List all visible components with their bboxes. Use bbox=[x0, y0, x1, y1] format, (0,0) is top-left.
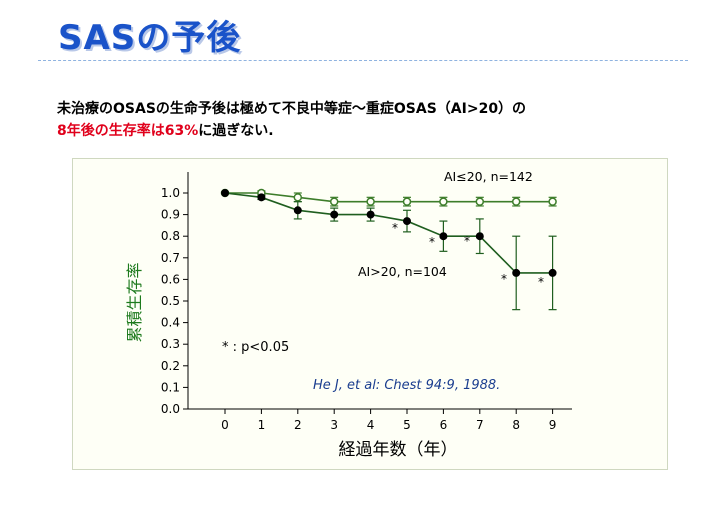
y-tick-label: 1.0 bbox=[161, 186, 180, 200]
y-tick-label: 0.9 bbox=[161, 208, 180, 222]
y-tick-label: 0.4 bbox=[161, 316, 180, 330]
x-tick-label: 9 bbox=[549, 418, 557, 432]
summary-highlight: 8年後の生存率は63% bbox=[57, 123, 199, 139]
data-point-open bbox=[293, 193, 303, 202]
x-axis-label: 経過年数（年） bbox=[339, 440, 458, 460]
slide-title: SASの予後 bbox=[58, 18, 242, 58]
x-tick-label: 2 bbox=[294, 418, 302, 432]
data-point-open bbox=[475, 197, 485, 206]
series-line bbox=[224, 192, 553, 274]
y-tick-label: 0.8 bbox=[161, 229, 180, 243]
significance-marker: * bbox=[501, 272, 507, 286]
summary-rest: に過ぎない. bbox=[198, 123, 274, 139]
y-axis-label: 累積生存率 bbox=[125, 262, 144, 342]
p-value-note: * : p<0.05 bbox=[222, 340, 289, 355]
summary-line-2: 8年後の生存率は63%に過ぎない. bbox=[57, 120, 274, 140]
y-tick-label: 0.3 bbox=[161, 337, 180, 351]
y-tick-label: 0.7 bbox=[161, 251, 180, 265]
series-label-ai-le-20: AI≤20, n=142 bbox=[444, 169, 533, 184]
data-point-open bbox=[366, 197, 375, 206]
data-point-filled bbox=[257, 193, 266, 202]
significance-marker: * bbox=[464, 234, 470, 248]
citation: He J, et al: Chest 94:9, 1988. bbox=[313, 378, 500, 393]
y-tick-label: 0.0 bbox=[161, 402, 180, 416]
x-tick-label: 0 bbox=[221, 418, 229, 432]
y-tick-label: 0.2 bbox=[161, 359, 180, 373]
data-point-filled bbox=[221, 189, 229, 197]
x-tick-label: 8 bbox=[512, 418, 520, 432]
title-divider bbox=[38, 60, 688, 61]
significance-marker: * bbox=[538, 275, 544, 289]
y-tick-label: 0.5 bbox=[161, 294, 180, 308]
x-tick-label: 1 bbox=[258, 418, 266, 432]
significance-marker: * bbox=[392, 221, 398, 235]
data-point-open bbox=[402, 197, 412, 206]
significance-marker: * bbox=[429, 235, 435, 249]
x-tick-label: 7 bbox=[476, 418, 484, 432]
y-tick-label: 0.6 bbox=[161, 272, 180, 286]
data-point-filled bbox=[366, 210, 375, 219]
data-point-open bbox=[439, 197, 448, 206]
summary-line-1: 未治療のOSASの生命予後は極めて不良中等症～重症OSAS（AI>20）の bbox=[57, 101, 527, 117]
data-point-open bbox=[511, 197, 521, 206]
x-tick-label: 6 bbox=[440, 418, 448, 432]
series-label-ai-gt-20: AI>20, n=104 bbox=[358, 264, 447, 279]
data-point-filled bbox=[330, 210, 339, 219]
x-tick-label: 4 bbox=[367, 418, 375, 432]
data-point-open bbox=[548, 197, 557, 206]
data-point-filled bbox=[293, 206, 302, 215]
series-line bbox=[225, 192, 553, 203]
x-tick-label: 3 bbox=[330, 418, 338, 432]
data-point-open bbox=[329, 197, 339, 206]
x-tick-label: 5 bbox=[403, 418, 411, 432]
y-tick-label: 0.1 bbox=[161, 380, 180, 394]
data-point-filled bbox=[475, 232, 484, 241]
data-point-filled bbox=[439, 232, 448, 241]
data-point-filled bbox=[548, 268, 557, 277]
data-point-filled bbox=[403, 217, 411, 226]
data-point-filled bbox=[512, 268, 521, 277]
